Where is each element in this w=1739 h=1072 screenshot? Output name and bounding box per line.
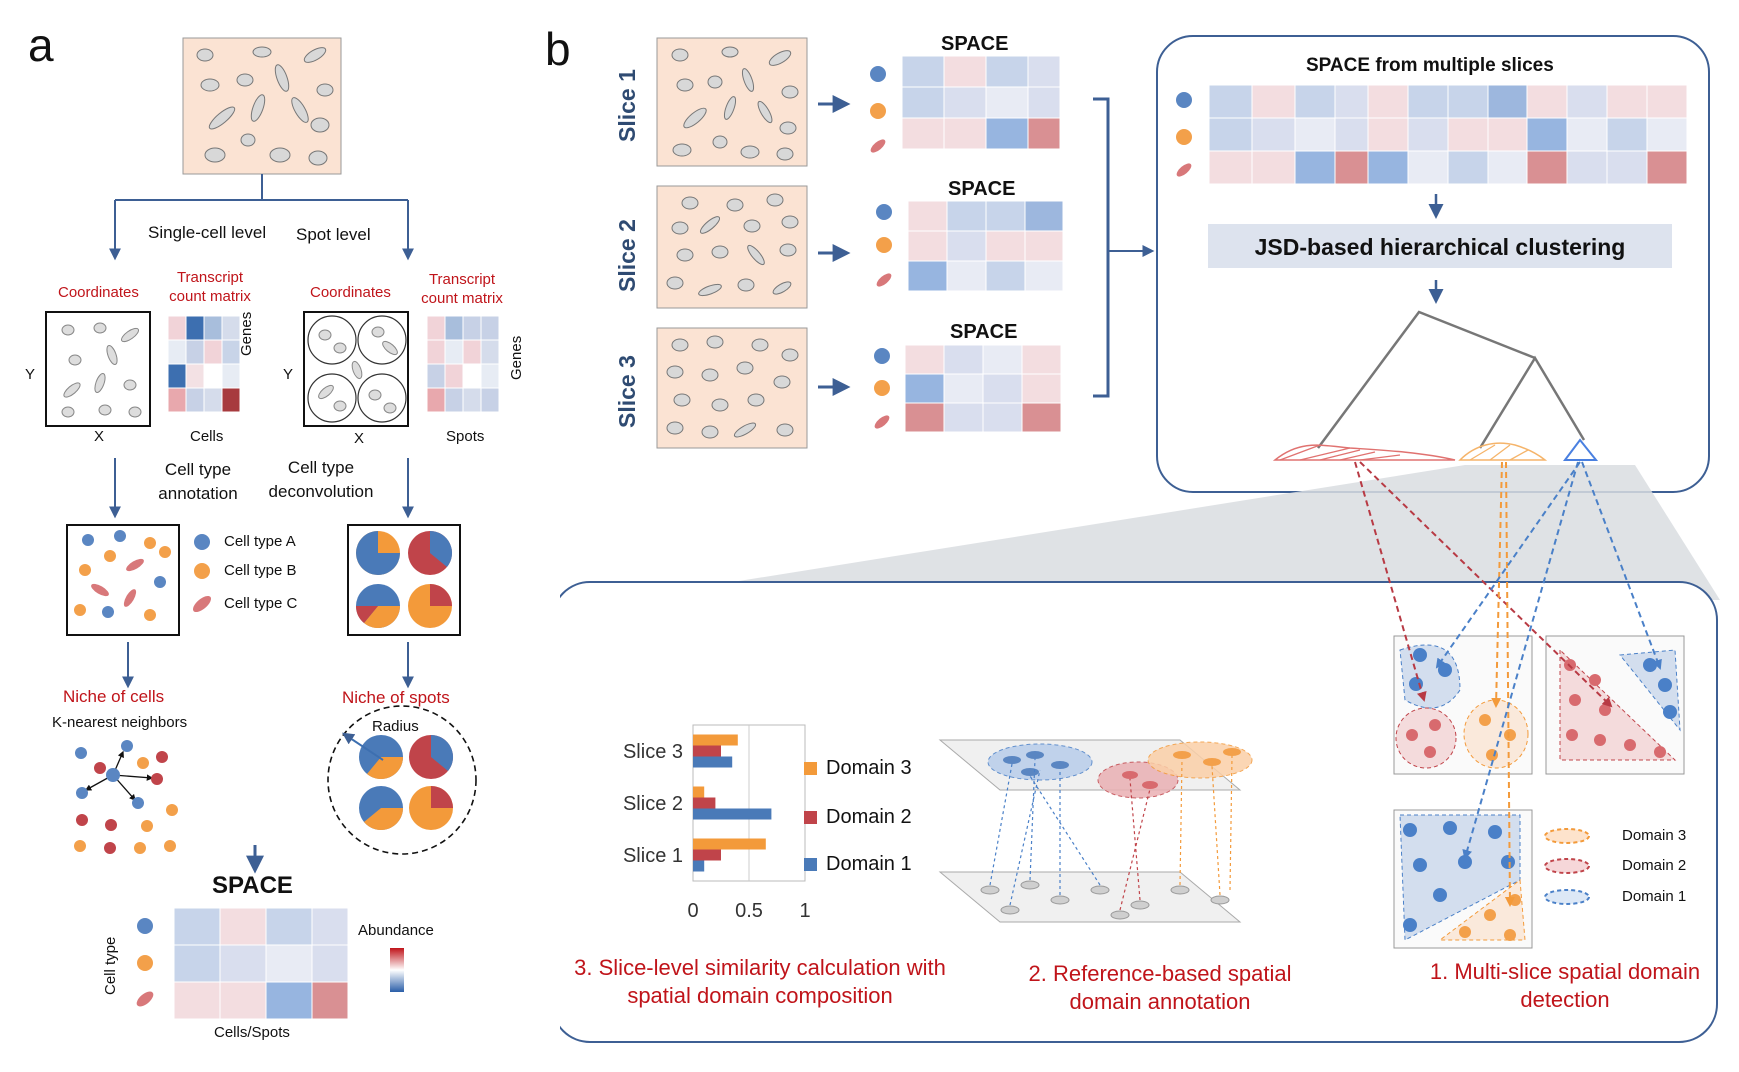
panel-b-label: b xyxy=(545,23,571,75)
knn-graph xyxy=(74,740,178,854)
chart-bar xyxy=(693,786,705,798)
step2-label: 2. Reference-based spatial domain annota… xyxy=(1028,961,1292,1014)
axis-x-right: X xyxy=(354,430,365,447)
chart-xtick-label: 0 xyxy=(687,900,698,922)
chart-legend-domain2-swatch xyxy=(804,811,817,824)
chart-bar xyxy=(693,797,716,809)
axis-y-left: Y xyxy=(25,366,36,383)
panel-a-label: a xyxy=(28,19,54,71)
cell-type-annotation-label: Cell type annotation xyxy=(158,460,238,503)
chart-legend-domain1: Domain 1 xyxy=(826,853,912,875)
slice-row-icons xyxy=(870,66,892,429)
zoom-wedge xyxy=(620,465,1720,600)
clustering-box xyxy=(1208,224,1672,268)
cell-type-a-icon xyxy=(194,534,210,550)
domain1-legend: Domain 1 xyxy=(1622,888,1687,905)
niche-cells-label: Niche of cells xyxy=(63,687,165,706)
chart-xtick-label: 0.5 xyxy=(735,900,763,922)
tissue-cells xyxy=(196,46,334,166)
chart-bar xyxy=(693,745,721,757)
chart-legend-domain3: Domain 3 xyxy=(826,757,912,779)
space-label-slice-3: SPACE xyxy=(950,321,1018,343)
chart-legend-domain3-swatch xyxy=(804,762,817,775)
radius-label: Radius xyxy=(372,718,419,735)
cell-type-axis: Cell type xyxy=(102,936,119,995)
chart-xtick-label: 1 xyxy=(799,900,810,922)
chart-category-label: Slice 3 xyxy=(623,741,683,763)
space-title-a: SPACE xyxy=(212,872,293,899)
transcript-matrix-cells xyxy=(167,315,241,413)
chart-bar xyxy=(693,838,766,850)
chart-bar xyxy=(693,860,705,872)
reference-planes xyxy=(938,739,1253,923)
cell-type-deconvolution-label: Cell type deconvolution xyxy=(268,458,374,501)
niche-spots-label: Niche of spots xyxy=(342,688,450,707)
step3-label: 3. Slice-level similarity calculation wi… xyxy=(574,955,946,1008)
axis-y-right: Y xyxy=(283,366,294,383)
legend-cell-type-a: Cell type A xyxy=(224,533,296,550)
cells-spots-axis: Cells/Spots xyxy=(214,1024,290,1041)
slice-1-label: Slice 1 xyxy=(614,69,640,142)
dendrogram xyxy=(1272,310,1599,461)
cell-type-c-icon xyxy=(192,595,212,613)
domain3-legend-icon xyxy=(1544,828,1590,844)
axis-x-left: X xyxy=(94,428,105,445)
chart-bar xyxy=(693,734,738,746)
legend-cell-type-b: Cell type B xyxy=(224,562,297,579)
transcript-matrix-spots xyxy=(426,315,500,413)
transcript-right-label: Transcript count matrix xyxy=(421,271,503,307)
transcript-left-label: Transcript count matrix xyxy=(169,269,251,305)
domain3-legend: Domain 3 xyxy=(1622,827,1687,844)
chart-bar xyxy=(693,808,772,820)
domain2-legend: Domain 2 xyxy=(1622,857,1687,874)
step1-label: 1. Multi-slice spatial domain detection xyxy=(1429,959,1701,1012)
coordinates-right-label: Coordinates xyxy=(310,284,391,301)
genes-left: Genes xyxy=(238,311,255,356)
niche-spots-graph xyxy=(327,705,477,855)
legend-cell-type-c: Cell type C xyxy=(224,595,298,612)
chart-legend-domain2: Domain 2 xyxy=(826,806,912,828)
single-cell-level-label: Single-cell level xyxy=(148,223,267,242)
chart-category-label: Slice 1 xyxy=(623,845,683,867)
chart-bar xyxy=(693,756,733,768)
panel-a-graphics xyxy=(45,37,500,1020)
slice-space-heatmaps xyxy=(901,55,1064,433)
slice-3-label: Slice 3 xyxy=(614,355,640,428)
space-label-slice-2: SPACE xyxy=(948,178,1016,200)
cells-axis: Cells xyxy=(190,428,224,445)
similarity-chart: 0 0.5 1 Slice 3 Slice 2 Slice 1 xyxy=(623,724,811,922)
panel-b-graphics xyxy=(560,35,1720,1043)
genes-right: Genes xyxy=(508,335,525,380)
coordinates-left-label: Coordinates xyxy=(58,284,139,301)
abundance-colorbar xyxy=(390,948,404,992)
spots-axis: Spots xyxy=(446,428,485,445)
multi-space-heatmap xyxy=(1208,84,1688,185)
domain1-legend-icon xyxy=(1544,889,1590,905)
cell-type-b-icon xyxy=(194,563,210,579)
clustering-label: JSD-based hierarchical clustering xyxy=(1254,234,1626,260)
space-heatmap-a xyxy=(173,907,349,1020)
chart-legend-domain1-swatch xyxy=(804,858,817,871)
deconvolution-pies xyxy=(356,530,453,629)
slice-2-label: Slice 2 xyxy=(614,219,640,292)
chart-category-label: Slice 2 xyxy=(623,793,683,815)
chart-bar xyxy=(693,849,721,861)
multi-slice-title: SPACE from multiple slices xyxy=(1306,55,1554,76)
space-label-slice-1: SPACE xyxy=(941,33,1009,55)
spot-level-label: Spot level xyxy=(296,225,371,244)
domain2-legend-icon xyxy=(1544,858,1590,874)
knn-label: K-nearest neighbors xyxy=(52,714,188,731)
abundance-label: Abundance xyxy=(358,922,434,939)
